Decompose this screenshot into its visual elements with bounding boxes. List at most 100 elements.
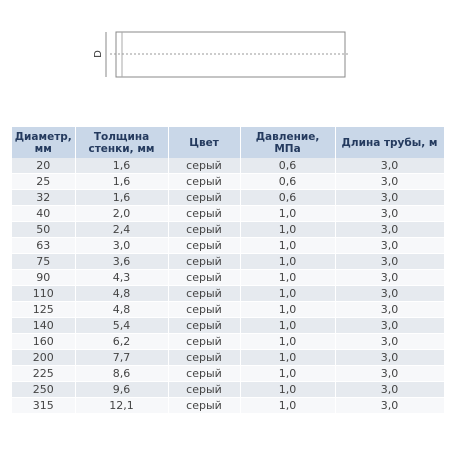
table-cell: серый <box>168 285 241 302</box>
table-cell: 1,0 <box>240 205 336 222</box>
table-cell: 12,1 <box>75 397 169 414</box>
table-row: 315 12,1 серый 1,0 3,0 <box>12 397 445 414</box>
table-cell: 3,0 <box>335 253 445 270</box>
table-cell: 3,6 <box>75 253 169 270</box>
table-row: 160 6,2 серый 1,0 3,0 <box>12 333 445 350</box>
pipe-table: Диаметр, мм Толщина стенки, мм Цвет Давление,… <box>12 127 445 414</box>
table-cell: 1,0 <box>240 221 336 238</box>
header-text: Длина трубы, м <box>341 136 438 149</box>
table-row: 32 1,6 серый 0,6 3,0 <box>12 189 445 206</box>
table-row: 110 4,8 серый 1,0 3,0 <box>12 285 445 302</box>
table-cell: 2,0 <box>75 205 169 222</box>
table-cell: 3,0 <box>335 381 445 398</box>
table-cell: 3,0 <box>335 237 445 254</box>
table-row: 63 3,0 серый 1,0 3,0 <box>12 237 445 254</box>
table-cell: 3,0 <box>335 189 445 206</box>
table-cell: 225 <box>12 365 76 382</box>
table-cell: 40 <box>12 205 76 222</box>
pipe-diagram: D <box>93 31 350 78</box>
table-cell: серый <box>168 269 241 286</box>
header-text: Цвет <box>189 136 219 149</box>
table-cell: 32 <box>12 189 76 206</box>
table-cell: серый <box>168 365 241 382</box>
header-row: Диаметр, мм Толщина стенки, мм Цвет Давление,… <box>12 127 445 158</box>
table-row: 25 1,6 серый 0,6 3,0 <box>12 173 445 190</box>
table-row: 200 7,7 серый 1,0 3,0 <box>12 349 445 366</box>
table-cell: 3,0 <box>335 173 445 190</box>
table-row: 125 4,8 серый 1,0 3,0 <box>12 301 445 318</box>
table-body: 20 1,6 серый 0,6 3,0 25 1,6 серый 0,6 3,0 32 1,6 сер… <box>12 158 445 414</box>
table-row: 40 2,0 серый 1,0 3,0 <box>12 205 445 222</box>
table-cell: 90 <box>12 269 76 286</box>
table-cell: серый <box>168 301 241 318</box>
table-cell: 7,7 <box>75 349 169 366</box>
table-cell: 110 <box>12 285 76 302</box>
table-cell: серый <box>168 349 241 366</box>
table-cell: 63 <box>12 237 76 254</box>
table-cell: 5,4 <box>75 317 169 334</box>
header-cell: Диаметр, мм <box>12 127 76 158</box>
header-text: МПа <box>274 142 301 155</box>
table-cell: 250 <box>12 381 76 398</box>
table-cell: 1,0 <box>240 237 336 254</box>
table-row: 50 2,4 серый 1,0 3,0 <box>12 221 445 238</box>
header-text: Давление, <box>255 130 320 143</box>
table-row: 250 9,6 серый 1,0 3,0 <box>12 381 445 398</box>
table-cell: 1,0 <box>240 317 336 334</box>
table-cell: серый <box>168 205 241 222</box>
table-cell: 315 <box>12 397 76 414</box>
table-cell: 6,2 <box>75 333 169 350</box>
table-cell: 1,6 <box>75 173 169 190</box>
table-cell: 3,0 <box>335 301 445 318</box>
table-cell: серый <box>168 237 241 254</box>
table-cell: 1,0 <box>240 253 336 270</box>
table-cell: серый <box>168 221 241 238</box>
table-cell: 125 <box>12 301 76 318</box>
table-cell: 3,0 <box>335 349 445 366</box>
table-cell: 4,3 <box>75 269 169 286</box>
table-cell: 50 <box>12 221 76 238</box>
table-cell: 3,0 <box>335 205 445 222</box>
table-cell: серый <box>168 253 241 270</box>
table-cell: 4,8 <box>75 285 169 302</box>
table-cell: 140 <box>12 317 76 334</box>
table-cell: 1,0 <box>240 285 336 302</box>
table-cell: 3,0 <box>335 333 445 350</box>
table-cell: 9,6 <box>75 381 169 398</box>
table-cell: серый <box>168 158 241 174</box>
table-cell: серый <box>168 317 241 334</box>
header-cell: Длина трубы, м <box>335 127 445 158</box>
header-cell: Толщина стенки, мм <box>75 127 169 158</box>
table-row: 225 8,6 серый 1,0 3,0 <box>12 365 445 382</box>
diameter-label: D <box>93 50 104 58</box>
table-cell: 20 <box>12 158 76 174</box>
table-cell: 1,0 <box>240 397 336 414</box>
table-cell: серый <box>168 381 241 398</box>
table-cell: серый <box>168 173 241 190</box>
table-cell: серый <box>168 189 241 206</box>
table-cell: 0,6 <box>240 173 336 190</box>
table-row: 75 3,6 серый 1,0 3,0 <box>12 253 445 270</box>
table-cell: серый <box>168 397 241 414</box>
table-cell: 3,0 <box>335 285 445 302</box>
table-cell: 160 <box>12 333 76 350</box>
table-cell: 1,0 <box>240 365 336 382</box>
table-cell: 75 <box>12 253 76 270</box>
table-row: 20 1,6 серый 0,6 3,0 <box>12 158 445 174</box>
table-cell: 200 <box>12 349 76 366</box>
table-cell: 1,0 <box>240 333 336 350</box>
table-cell: 0,6 <box>240 158 336 174</box>
header-text: стенки, мм <box>88 142 155 155</box>
header-text: Диаметр, <box>14 130 72 143</box>
table-cell: 1,0 <box>240 349 336 366</box>
table-cell: 3,0 <box>335 158 445 174</box>
table-cell: 25 <box>12 173 76 190</box>
header-text: мм <box>34 142 52 155</box>
table-cell: 3,0 <box>335 397 445 414</box>
header-cell: Цвет <box>168 127 241 158</box>
table-cell: 1,0 <box>240 381 336 398</box>
table-row: 140 5,4 серый 1,0 3,0 <box>12 317 445 334</box>
table-cell: 1,6 <box>75 189 169 206</box>
table-cell: 1,0 <box>240 269 336 286</box>
